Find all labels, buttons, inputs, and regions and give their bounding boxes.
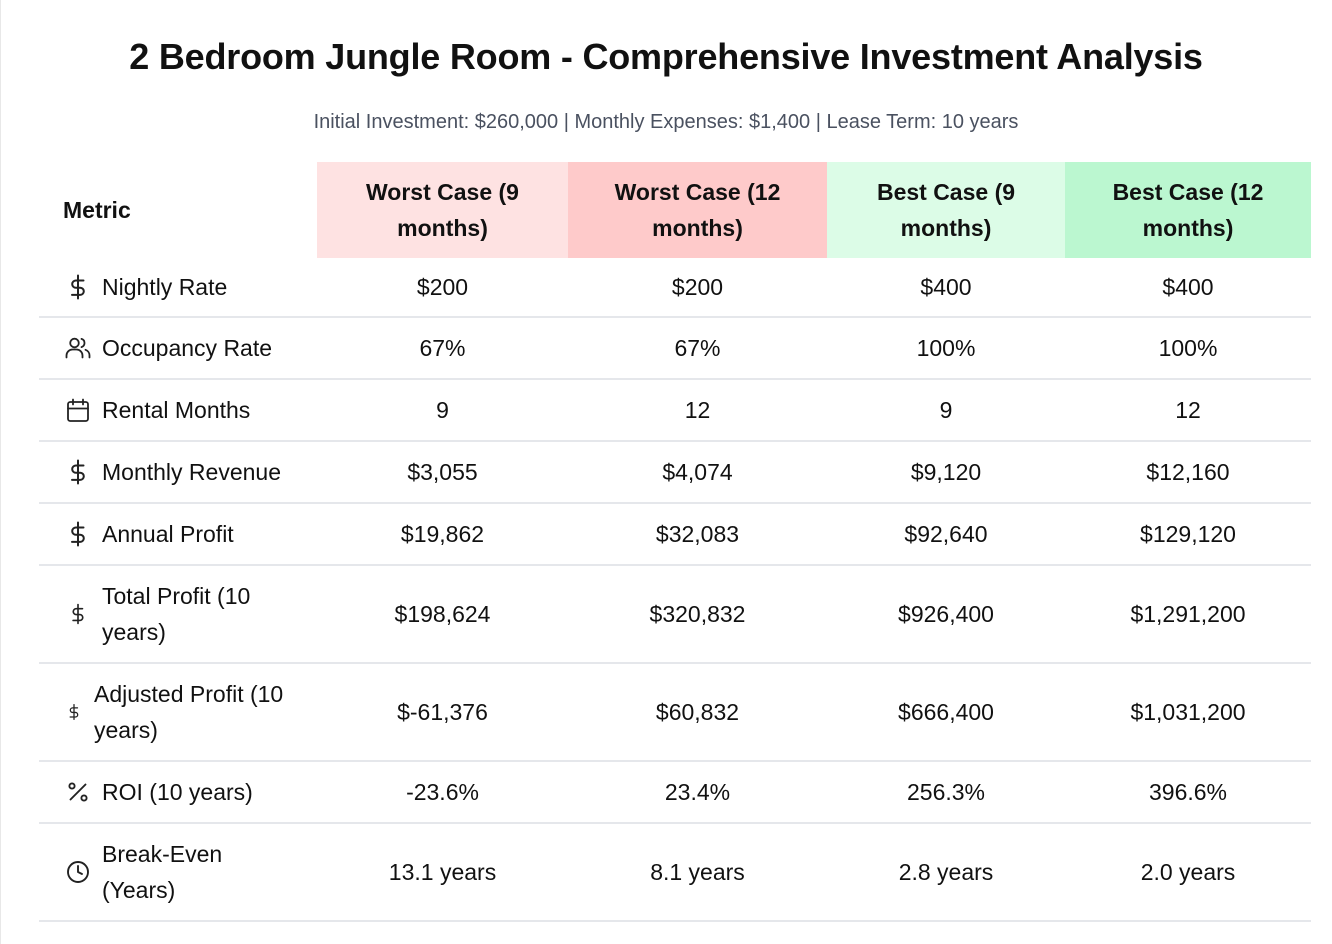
metric-label: Occupancy Rate: [102, 335, 273, 361]
value-best-case-12: 396.6%: [1065, 761, 1311, 824]
value-worst-case-9: $200: [317, 258, 568, 318]
table-row: Monthly Revenue $3,055 $4,074 $9,120 $12…: [39, 441, 1311, 504]
metric-cell: Total Profit (10 years): [39, 565, 317, 664]
value-worst-case-12: $200: [568, 258, 827, 318]
table-header-row: Metric Worst Case (9 months) Worst Case …: [39, 162, 1311, 258]
table-row: Total Profit (10 years) $198,624 $320,83…: [39, 565, 1311, 664]
header-best-case-9: Best Case (9 months): [827, 162, 1065, 258]
value-best-case-9: 9: [827, 379, 1065, 442]
calendar-icon: [65, 397, 91, 423]
value-worst-case-12: $60,832: [568, 663, 827, 762]
value-worst-case-9: -23.6%: [317, 761, 568, 824]
value-best-case-12: 2.0 years: [1065, 823, 1311, 922]
value-best-case-12: $129,120: [1065, 503, 1311, 566]
metric-cell: Rental Months: [39, 379, 317, 442]
metric-cell: Monthly Revenue: [39, 441, 317, 504]
clock-icon: [65, 859, 91, 885]
metric-label: Adjusted Profit (10 years): [94, 681, 284, 743]
value-worst-case-12: $32,083: [568, 503, 827, 566]
value-best-case-9: $400: [827, 258, 1065, 318]
value-worst-case-9: 9: [317, 379, 568, 442]
metric-cell: Adjusted Profit (10 years): [39, 663, 317, 762]
header-worst-case-9: Worst Case (9 months): [317, 162, 568, 258]
value-best-case-9: 100%: [827, 317, 1065, 380]
value-worst-case-12: $4,074: [568, 441, 827, 504]
table-row: Adjusted Profit (10 years) $-61,376 $60,…: [39, 663, 1311, 762]
investment-table: Metric Worst Case (9 months) Worst Case …: [39, 162, 1311, 922]
dollar-icon: [65, 459, 91, 485]
value-best-case-12: 12: [1065, 379, 1311, 442]
value-best-case-12: $12,160: [1065, 441, 1311, 504]
value-best-case-9: $666,400: [827, 663, 1065, 762]
value-worst-case-12: 23.4%: [568, 761, 827, 824]
metric-label: Break-Even (Years): [102, 841, 223, 903]
metric-label: Nightly Rate: [102, 274, 228, 300]
value-worst-case-12: 67%: [568, 317, 827, 380]
table-row: Rental Months 9 12 9 12: [39, 379, 1311, 442]
percent-icon: [65, 779, 91, 805]
header-best-case-12: Best Case (12 months): [1065, 162, 1311, 258]
value-best-case-12: $1,031,200: [1065, 663, 1311, 762]
value-best-case-9: $92,640: [827, 503, 1065, 566]
value-worst-case-9: 13.1 years: [317, 823, 568, 922]
page-subtitle: Initial Investment: $260,000 | Monthly E…: [313, 111, 1019, 133]
header-worst-case-12: Worst Case (12 months): [568, 162, 827, 258]
value-worst-case-9: $198,624: [317, 565, 568, 664]
metric-cell: Nightly Rate: [39, 258, 317, 318]
table-row: Nightly Rate $200 $200 $400 $400: [39, 258, 1311, 318]
dollar-icon: [65, 521, 91, 547]
value-best-case-9: 256.3%: [827, 761, 1065, 824]
table-row: Break-Even (Years) 13.1 years 8.1 years …: [39, 823, 1311, 922]
value-best-case-9: $9,120: [827, 441, 1065, 504]
metric-cell: Annual Profit: [39, 503, 317, 566]
value-worst-case-12: 12: [568, 379, 827, 442]
page-title: 2 Bedroom Jungle Room - Comprehensive In…: [129, 36, 1203, 77]
dollar-icon: [65, 274, 91, 300]
value-best-case-9: $926,400: [827, 565, 1065, 664]
metric-label: Annual Profit: [102, 521, 234, 547]
value-worst-case-12: 8.1 years: [568, 823, 827, 922]
table-row: Occupancy Rate 67% 67% 100% 100%: [39, 317, 1311, 380]
value-worst-case-9: $3,055: [317, 441, 568, 504]
metric-label: Total Profit (10 years): [102, 583, 251, 645]
table-row: Annual Profit $19,862 $32,083 $92,640 $1…: [39, 503, 1311, 566]
table-row: ROI (10 years) -23.6% 23.4% 256.3% 396.6…: [39, 761, 1311, 824]
metric-label: Rental Months: [102, 397, 251, 423]
value-worst-case-9: $-61,376: [317, 663, 568, 762]
value-best-case-12: $400: [1065, 258, 1311, 318]
value-best-case-12: 100%: [1065, 317, 1311, 380]
users-icon: [65, 335, 91, 361]
metric-cell: Occupancy Rate: [39, 317, 317, 380]
metric-label: ROI (10 years): [102, 779, 253, 805]
dollar-icon: [65, 601, 91, 627]
value-worst-case-9: 67%: [317, 317, 568, 380]
value-worst-case-9: $19,862: [317, 503, 568, 566]
value-best-case-9: 2.8 years: [827, 823, 1065, 922]
header-metric: Metric: [39, 162, 317, 258]
metric-cell: Break-Even (Years): [39, 823, 317, 922]
metric-cell: ROI (10 years): [39, 761, 317, 824]
dollar-icon: [65, 699, 83, 725]
value-best-case-12: $1,291,200: [1065, 565, 1311, 664]
metric-label: Monthly Revenue: [102, 459, 281, 485]
value-worst-case-12: $320,832: [568, 565, 827, 664]
